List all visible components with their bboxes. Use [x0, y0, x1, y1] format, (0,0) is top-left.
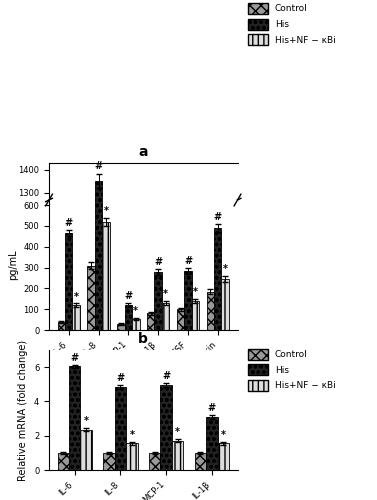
- Bar: [192, 301, 199, 330]
- Text: *: *: [104, 206, 109, 216]
- Title: b: b: [138, 332, 148, 346]
- Bar: [222, 279, 229, 330]
- Text: #: #: [116, 373, 124, 383]
- Bar: [177, 309, 184, 330]
- Bar: [69, 366, 80, 470]
- Bar: [80, 430, 92, 470]
- Bar: [149, 453, 160, 470]
- Text: #: #: [70, 352, 79, 362]
- Bar: [147, 314, 155, 330]
- Text: *: *: [84, 416, 89, 426]
- Bar: [65, 234, 72, 330]
- Text: *: *: [223, 264, 228, 274]
- Text: #: #: [154, 257, 162, 267]
- Text: #: #: [184, 256, 192, 266]
- Bar: [95, 181, 102, 498]
- Bar: [58, 322, 65, 330]
- Bar: [218, 444, 229, 470]
- Y-axis label: pg/mL: pg/mL: [8, 250, 18, 280]
- Bar: [103, 453, 115, 470]
- Text: #: #: [214, 212, 222, 222]
- Bar: [207, 292, 214, 330]
- Bar: [102, 222, 110, 330]
- Y-axis label: Relative mRNA (fold change): Relative mRNA (fold change): [18, 340, 28, 480]
- Bar: [125, 305, 132, 330]
- Bar: [117, 324, 125, 330]
- Text: *: *: [133, 306, 138, 316]
- Text: #: #: [124, 292, 132, 302]
- Bar: [160, 385, 172, 470]
- Text: #: #: [208, 403, 216, 413]
- Text: *: *: [74, 292, 79, 302]
- Title: a: a: [138, 144, 148, 158]
- Text: *: *: [163, 289, 168, 299]
- Legend: Control, His, His+NF − κBi: Control, His, His+NF − κBi: [248, 3, 336, 45]
- Bar: [95, 49, 102, 330]
- Bar: [172, 441, 183, 470]
- Bar: [87, 266, 95, 330]
- Bar: [58, 453, 69, 470]
- Text: *: *: [221, 430, 226, 440]
- Bar: [115, 387, 126, 470]
- Text: *: *: [129, 430, 134, 440]
- Bar: [72, 305, 80, 330]
- Bar: [162, 303, 169, 330]
- Text: *: *: [175, 428, 180, 438]
- Bar: [184, 270, 192, 330]
- Bar: [132, 318, 139, 330]
- Legend: Control, His, His+NF − κBi: Control, His, His+NF − κBi: [248, 348, 336, 391]
- Text: #: #: [65, 218, 73, 228]
- Text: #: #: [162, 372, 170, 382]
- Text: #: #: [95, 162, 103, 172]
- Text: *: *: [193, 287, 198, 297]
- Bar: [214, 228, 222, 330]
- Bar: [206, 417, 218, 470]
- Bar: [195, 453, 206, 470]
- Bar: [126, 444, 138, 470]
- Bar: [155, 272, 162, 330]
